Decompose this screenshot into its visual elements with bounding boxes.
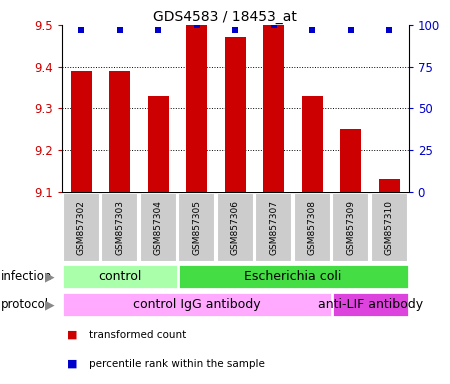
Text: GSM857302: GSM857302 [77,200,86,255]
Bar [109,71,130,192]
Bar [255,194,292,262]
Bar [379,179,400,192]
Bar [62,265,178,289]
Bar [178,265,409,289]
Bar [217,194,254,262]
Text: transformed count: transformed count [89,330,186,340]
Bar [101,194,138,262]
Text: ■: ■ [67,330,77,340]
Text: ▶: ▶ [45,270,54,283]
Text: ■: ■ [67,359,77,369]
Bar [332,292,409,317]
Bar [263,25,284,192]
Text: anti-LIF antibody: anti-LIF antibody [318,298,423,311]
Text: GSM857303: GSM857303 [115,200,124,255]
Bar [302,96,323,192]
Bar [62,292,332,317]
Text: control IgG antibody: control IgG antibody [133,298,261,311]
Bar [71,71,92,192]
Bar [148,96,169,192]
Text: infection: infection [1,270,52,283]
Bar [178,194,216,262]
Text: GSM857308: GSM857308 [308,200,317,255]
Bar [225,38,246,192]
Text: protocol: protocol [1,298,49,311]
Bar [371,194,408,262]
Text: GSM857309: GSM857309 [346,200,356,255]
Text: GSM857304: GSM857304 [154,200,163,255]
Text: GDS4583 / 18453_at: GDS4583 / 18453_at [153,10,297,23]
Text: control: control [98,270,142,283]
Text: Escherichia coli: Escherichia coli [244,270,342,283]
Text: GSM857310: GSM857310 [385,200,394,255]
Text: GSM857305: GSM857305 [192,200,201,255]
Text: ▶: ▶ [45,298,54,311]
Text: GSM857306: GSM857306 [231,200,240,255]
Text: GSM857307: GSM857307 [270,200,279,255]
Bar [294,194,331,262]
Bar [333,194,369,262]
Bar [186,25,207,192]
Bar [340,129,361,192]
Bar [63,194,100,262]
Bar [140,194,177,262]
Text: percentile rank within the sample: percentile rank within the sample [89,359,265,369]
